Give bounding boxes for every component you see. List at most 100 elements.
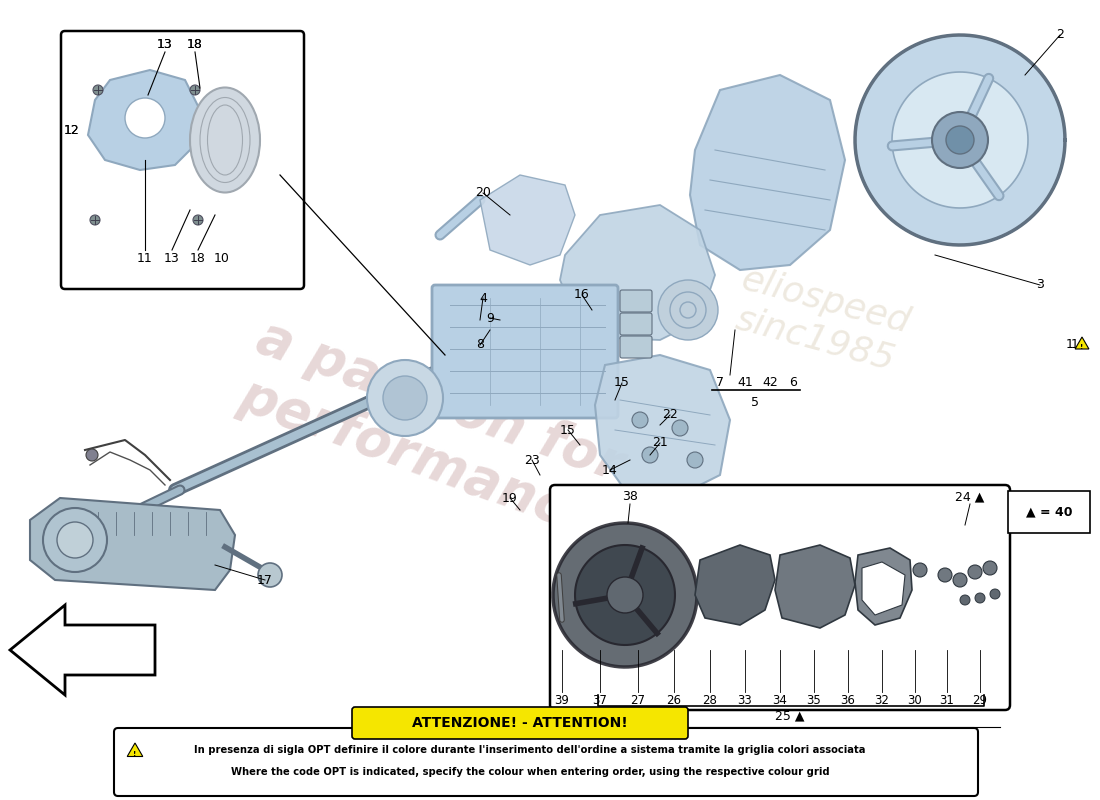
Ellipse shape xyxy=(190,87,260,193)
Text: 4: 4 xyxy=(480,291,487,305)
Text: 33: 33 xyxy=(738,694,752,706)
FancyBboxPatch shape xyxy=(114,728,978,796)
Text: !: ! xyxy=(1080,344,1084,350)
Text: eliospeed
sinc1985: eliospeed sinc1985 xyxy=(727,262,913,378)
Circle shape xyxy=(990,589,1000,599)
Polygon shape xyxy=(1075,337,1089,349)
Text: 13: 13 xyxy=(164,251,180,265)
Circle shape xyxy=(125,98,165,138)
Circle shape xyxy=(57,522,94,558)
Circle shape xyxy=(932,112,988,168)
Circle shape xyxy=(946,126,974,154)
Circle shape xyxy=(983,561,997,575)
Text: 10: 10 xyxy=(214,251,230,265)
Polygon shape xyxy=(575,545,675,645)
Text: !: ! xyxy=(133,750,136,757)
FancyBboxPatch shape xyxy=(60,31,304,289)
Text: 31: 31 xyxy=(939,694,955,706)
Text: 1: 1 xyxy=(554,722,561,732)
Polygon shape xyxy=(595,355,730,495)
Text: 22: 22 xyxy=(662,409,678,422)
Text: 18: 18 xyxy=(190,251,206,265)
Text: 1: 1 xyxy=(1071,338,1079,351)
Text: 38: 38 xyxy=(623,490,638,503)
Circle shape xyxy=(383,376,427,420)
Text: In presenza di sigla OPT definire il colore durante l'inserimento dell'ordine a : In presenza di sigla OPT definire il col… xyxy=(195,745,866,755)
Text: 12: 12 xyxy=(64,123,80,137)
Text: ▲ = 40: ▲ = 40 xyxy=(1025,506,1072,518)
Polygon shape xyxy=(892,72,1028,208)
Circle shape xyxy=(190,85,200,95)
Text: 35: 35 xyxy=(806,694,822,706)
Text: 30: 30 xyxy=(908,694,923,706)
Circle shape xyxy=(94,85,103,95)
Circle shape xyxy=(960,595,970,605)
Circle shape xyxy=(938,568,952,582)
Text: 34: 34 xyxy=(772,694,788,706)
Text: 24 ▲: 24 ▲ xyxy=(955,490,984,503)
Circle shape xyxy=(913,563,927,577)
Text: 15: 15 xyxy=(614,377,630,390)
Text: 19: 19 xyxy=(502,491,518,505)
Text: Where the code OPT is indicated, specify the colour when entering order, using t: Where the code OPT is indicated, specify… xyxy=(231,767,829,777)
FancyBboxPatch shape xyxy=(432,285,618,418)
Text: 13: 13 xyxy=(157,38,173,51)
FancyBboxPatch shape xyxy=(550,485,1010,710)
Polygon shape xyxy=(30,498,235,590)
Text: 37: 37 xyxy=(593,694,607,706)
Polygon shape xyxy=(88,70,200,170)
Text: a passion for
performance: a passion for performance xyxy=(230,311,630,549)
Polygon shape xyxy=(695,545,776,625)
FancyBboxPatch shape xyxy=(352,707,688,739)
Polygon shape xyxy=(565,720,579,730)
Text: 15: 15 xyxy=(560,423,576,437)
Circle shape xyxy=(367,360,443,436)
Polygon shape xyxy=(855,35,1065,245)
Text: 9: 9 xyxy=(486,311,494,325)
Text: 16: 16 xyxy=(574,289,590,302)
Text: 39: 39 xyxy=(554,694,570,706)
Circle shape xyxy=(642,447,658,463)
FancyBboxPatch shape xyxy=(620,290,652,312)
Circle shape xyxy=(192,215,204,225)
Text: ATTENZIONE! - ATTENTION!: ATTENZIONE! - ATTENTION! xyxy=(412,716,628,730)
Text: 7: 7 xyxy=(716,375,724,389)
Circle shape xyxy=(680,302,696,318)
FancyBboxPatch shape xyxy=(620,313,652,335)
Text: 2: 2 xyxy=(1056,29,1064,42)
Text: 17: 17 xyxy=(257,574,273,586)
Text: 13: 13 xyxy=(157,38,173,51)
Text: 12: 12 xyxy=(64,123,80,137)
FancyBboxPatch shape xyxy=(620,336,652,358)
Circle shape xyxy=(658,280,718,340)
Text: 42: 42 xyxy=(762,375,778,389)
Text: 11: 11 xyxy=(138,251,153,265)
Polygon shape xyxy=(128,743,143,757)
Text: 18: 18 xyxy=(187,38,202,51)
Circle shape xyxy=(968,565,982,579)
Text: 6: 6 xyxy=(789,375,796,389)
Text: 28: 28 xyxy=(703,694,717,706)
Polygon shape xyxy=(776,545,855,628)
Text: 20: 20 xyxy=(475,186,491,199)
Polygon shape xyxy=(553,523,697,667)
Text: 23: 23 xyxy=(524,454,540,466)
Text: 41: 41 xyxy=(737,375,752,389)
Polygon shape xyxy=(862,562,905,615)
Text: 3: 3 xyxy=(1036,278,1044,291)
Circle shape xyxy=(90,215,100,225)
Polygon shape xyxy=(560,205,715,340)
Polygon shape xyxy=(855,548,912,625)
Circle shape xyxy=(632,412,648,428)
Circle shape xyxy=(975,593,984,603)
Text: 18: 18 xyxy=(187,38,202,51)
Text: 36: 36 xyxy=(840,694,856,706)
Text: !: ! xyxy=(571,726,573,731)
Text: 14: 14 xyxy=(602,463,618,477)
Polygon shape xyxy=(10,605,155,695)
Text: 5: 5 xyxy=(751,395,759,409)
Text: 27: 27 xyxy=(630,694,646,706)
Text: 1: 1 xyxy=(1066,338,1074,351)
Polygon shape xyxy=(480,175,575,265)
Circle shape xyxy=(43,508,107,572)
